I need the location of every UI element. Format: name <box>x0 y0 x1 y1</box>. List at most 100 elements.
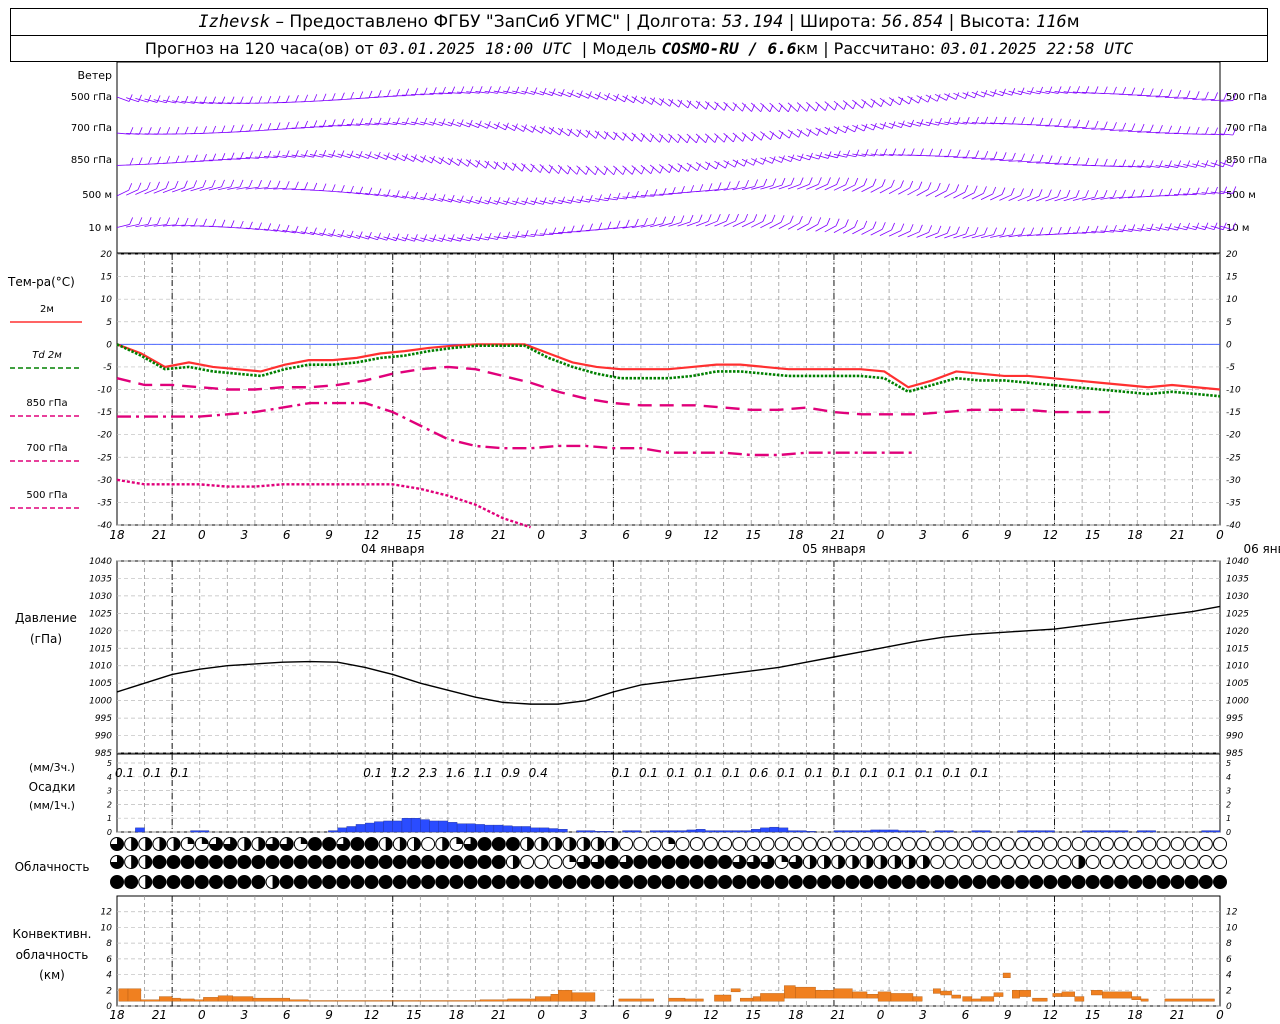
wind-barb <box>447 198 461 204</box>
wind-barb <box>1201 192 1215 195</box>
wind-barb <box>438 237 452 242</box>
cloud-cover-symbol <box>392 875 407 889</box>
wind-barb <box>456 199 470 204</box>
wind-barb <box>980 158 995 160</box>
wind-barb-feather <box>909 224 914 232</box>
wind-barb <box>447 92 461 94</box>
wind-barb <box>769 102 780 113</box>
wind-barb <box>934 190 947 198</box>
cloud-cover-symbol <box>972 855 987 869</box>
conv-bar <box>684 998 704 1002</box>
wind-barb <box>741 158 754 166</box>
cloud-cover-fill <box>923 855 930 869</box>
wind-barb-feather <box>147 156 152 165</box>
wind-barb <box>374 236 387 241</box>
wind-barb <box>236 227 250 230</box>
wind-barb <box>1183 193 1197 196</box>
cloud-cover-fill <box>619 855 633 869</box>
wind-barb <box>879 229 892 237</box>
conv-bar <box>877 991 892 1002</box>
cloud-cover-symbol <box>237 855 252 869</box>
wind-barb <box>319 153 332 158</box>
wind-barb <box>126 97 139 103</box>
cloud-cover-symbol <box>986 855 1001 869</box>
wind-barb-feather <box>863 178 868 186</box>
wind-barb-feather <box>367 151 372 159</box>
cloud-cover-symbol <box>689 837 704 851</box>
wind-barb <box>475 199 489 205</box>
cloud-cover-symbol <box>406 875 421 889</box>
wind-barb-feather <box>322 119 327 128</box>
wind-barb-feather <box>541 126 545 134</box>
wind-barb-feather <box>771 156 776 164</box>
cloud-cover-fill <box>668 837 675 844</box>
pressure-ytick-left: 1005 <box>89 679 112 689</box>
wind-barb-feather <box>1204 222 1209 230</box>
pressure-ytick-left: 1020 <box>89 627 112 637</box>
wind-barb <box>659 164 670 174</box>
pressure-ytick-right: 1005 <box>1226 679 1249 689</box>
cloud-cover-symbol <box>350 855 365 869</box>
time-tick-label: 6 <box>283 528 291 542</box>
wind-barb-feather <box>350 91 354 100</box>
wind-barb <box>870 98 882 107</box>
cloud-cover-symbol <box>746 837 761 851</box>
wind-barb <box>741 132 753 142</box>
wind-barb-feather <box>440 156 444 165</box>
wind-barb <box>787 102 798 112</box>
wind-barb <box>925 94 938 102</box>
wind-barb-feather <box>203 218 207 226</box>
pressure-ytick-right: 1015 <box>1226 644 1249 654</box>
wind-barb <box>558 199 571 204</box>
wind-barb <box>604 197 618 201</box>
wind-barb <box>383 236 397 242</box>
wind-barb <box>852 99 863 109</box>
wind-barb-feather <box>696 101 701 109</box>
cloud-cover-symbol <box>1128 855 1143 869</box>
wind-barb-feather <box>1122 122 1127 131</box>
wind-barb <box>751 158 764 165</box>
cloud-cover-symbol <box>619 837 634 851</box>
precip-bar <box>521 826 531 833</box>
conv-ytick-left: 2 <box>106 986 112 996</box>
wind-barb <box>502 161 514 171</box>
wind-barb-feather <box>322 93 327 101</box>
wind-barb-feather <box>983 186 987 194</box>
wind-barb <box>116 189 129 197</box>
wind-barb <box>1118 229 1132 232</box>
wind-barb-feather <box>824 103 829 111</box>
wind-barb-feather <box>754 179 759 187</box>
wind-barb <box>898 230 911 237</box>
wind-barb-feather <box>193 180 198 188</box>
wind-barb-feather <box>485 161 490 169</box>
time-tick-label: 12 <box>703 528 718 542</box>
wind-barb <box>861 228 874 235</box>
wind-barb-feather <box>919 119 924 127</box>
conv-bar <box>307 1000 336 1002</box>
precip-3h-label: 0.1 <box>915 766 934 780</box>
cloud-cover-fill <box>789 855 803 869</box>
cloud-cover-symbol <box>237 875 252 889</box>
wind-barb-feather <box>184 180 188 188</box>
time-tick-label-bottom: 18 <box>1127 1008 1143 1022</box>
cloud-cover-fill <box>110 855 124 869</box>
cloud-cover-symbol <box>520 875 535 889</box>
wind-barb-feather <box>551 88 556 96</box>
conv-bar <box>217 995 234 1002</box>
cloud-cover-fill <box>880 855 888 869</box>
wind-barb <box>383 154 396 161</box>
precip-bar <box>796 830 807 833</box>
wind-barb-feather <box>1131 159 1136 168</box>
wind-barb <box>521 234 535 237</box>
cloud-cover-symbol <box>916 837 931 851</box>
wind-level-label-right: 700 гПа <box>1226 123 1267 134</box>
wind-barb-feather <box>258 123 263 131</box>
wind-barb <box>852 153 866 157</box>
pressure-ytick-right: 1025 <box>1226 609 1249 619</box>
cloud-cover-symbol <box>619 875 634 889</box>
cloud-cover-symbol <box>1071 837 1086 851</box>
wind-barb-feather <box>908 96 913 105</box>
wind-barb-feather <box>909 180 914 189</box>
conv-bar <box>739 997 754 1002</box>
cloud-cover-symbol <box>930 875 945 889</box>
